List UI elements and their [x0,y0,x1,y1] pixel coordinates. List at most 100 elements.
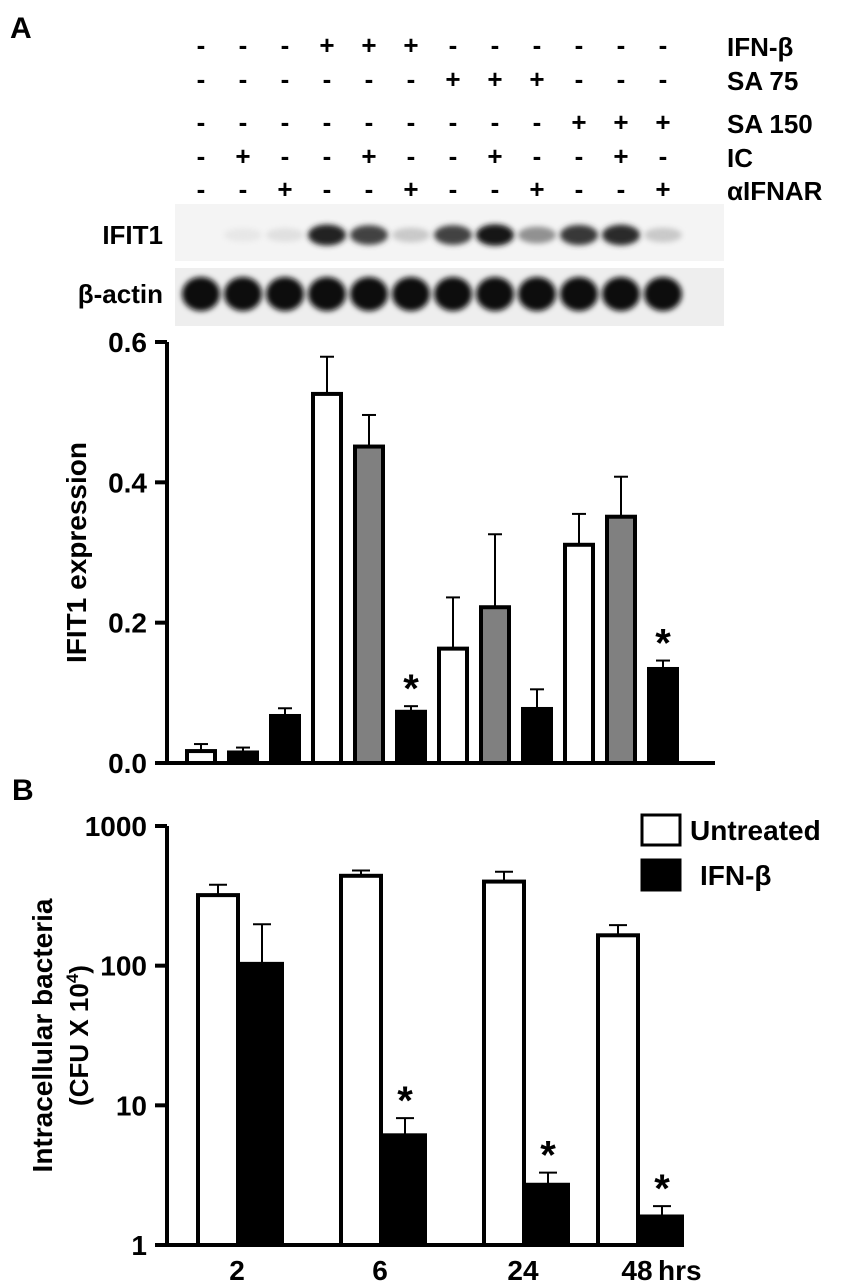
treatment-label: IC [727,143,753,173]
treatment-sign: + [529,174,544,204]
treatment-sign: - [239,64,248,94]
blot-row-label: β-actin [78,279,163,309]
treatment-sign: - [659,64,668,94]
blot-band [644,227,682,243]
bar [563,542,595,766]
treatment-sign: + [529,64,544,94]
x-axis-unit: hrs [658,1255,702,1283]
treatment-sign: + [655,107,670,137]
x-tick-label: 24 [507,1255,539,1283]
treatment-sign: - [407,141,416,171]
treatment-sign: - [323,174,332,204]
treatment-sign: - [575,141,584,171]
y-tick-label: 0.4 [108,467,147,498]
treatment-sign: - [491,30,500,60]
blot-band [308,277,346,311]
blot-row-label: IFIT1 [102,220,163,250]
treatment-sign: - [449,30,458,60]
treatment-sign: - [197,64,206,94]
blot-band [392,227,430,243]
treatment-sign: + [319,30,334,60]
y-axis-units-close: ) [64,965,94,974]
legend-swatch [640,813,682,847]
significance-marker: * [397,1079,413,1123]
treatment-sign: - [659,30,668,60]
x-tick-label: 2 [229,1255,245,1283]
y-tick-label: 10 [116,1090,147,1121]
treatment-sign: - [281,30,290,60]
bar [311,391,343,765]
y-tick-label: 0.2 [108,608,147,639]
treatment-matrix: - - - + + + - - - - - - IFN-β- - - - - - + + + - - - SA 75- - - - - -… [197,30,823,206]
treatment-label: SA 150 [727,109,813,139]
intracellular-bacteria-chart: 1 10 100 1000 Intracellular bacteria (CFU X 1… [27,811,821,1283]
ifit1-expression-chart: 0.0 0.2 0.4 0.6 IFIT1 expression * * [61,327,715,779]
blot-band [182,277,220,311]
blot-band [266,277,304,311]
treatment-sign: + [403,174,418,204]
treatment-sign: - [281,64,290,94]
treatment-sign: - [365,64,374,94]
y-axis-label-units: (CFU X 104) [63,965,94,1106]
y-tick-label: 1000 [85,811,147,842]
blot-band [266,228,304,242]
bar [640,1214,684,1247]
legend-swatch [640,858,682,892]
blot-band [434,277,472,311]
treatment-sign: + [361,30,376,60]
bar [521,706,553,766]
treatment-sign: - [323,64,332,94]
blot-band [644,277,682,311]
blot-band [434,225,472,245]
y-tick-label: 1 [131,1230,147,1261]
blot-band [476,277,514,311]
treatment-sign: - [533,30,542,60]
bar [479,605,511,765]
treatment-sign: - [407,64,416,94]
treatment-sign: - [491,174,500,204]
blot-band [602,277,640,311]
treatment-sign: - [323,107,332,137]
blot-band [350,225,388,245]
bar [596,933,640,1247]
treatment-sign: + [445,64,460,94]
y-tick-label: 0.0 [108,748,147,779]
significance-marker: * [403,667,419,711]
treatment-sign: + [403,30,418,60]
bar [339,873,383,1247]
x-tick-label: 6 [372,1255,388,1283]
treatment-sign: - [197,141,206,171]
treatment-sign: - [449,107,458,137]
treatment-sign: + [487,141,502,171]
bar [185,749,217,765]
blot-band [224,228,262,242]
treatment-sign: - [281,107,290,137]
blot-band [560,277,598,311]
significance-marker: * [540,1134,556,1178]
treatment-sign: - [239,174,248,204]
legend-label: Untreated [690,815,821,846]
treatment-sign: + [361,141,376,171]
bar [383,1133,427,1247]
treatment-sign: - [533,141,542,171]
blot-band [602,224,640,246]
panel-a-label: A [10,12,32,45]
western-blot: IFIT1 β-actin [78,204,724,326]
treatment-sign: - [575,64,584,94]
treatment-sign: - [617,174,626,204]
significance-marker: * [655,622,671,666]
y-tick-label: 0.6 [108,327,147,358]
blot-band [518,277,556,311]
bar [437,646,469,766]
blot-band [392,277,430,311]
treatment-sign: - [323,141,332,171]
blot-band [560,224,598,246]
treatment-label: IFN-β [727,32,793,62]
treatment-sign: + [571,107,586,137]
treatment-sign: + [235,141,250,171]
treatment-sign: - [197,174,206,204]
treatment-label: αIFNAR [727,176,823,206]
bar [227,750,259,765]
blot-band [350,277,388,311]
